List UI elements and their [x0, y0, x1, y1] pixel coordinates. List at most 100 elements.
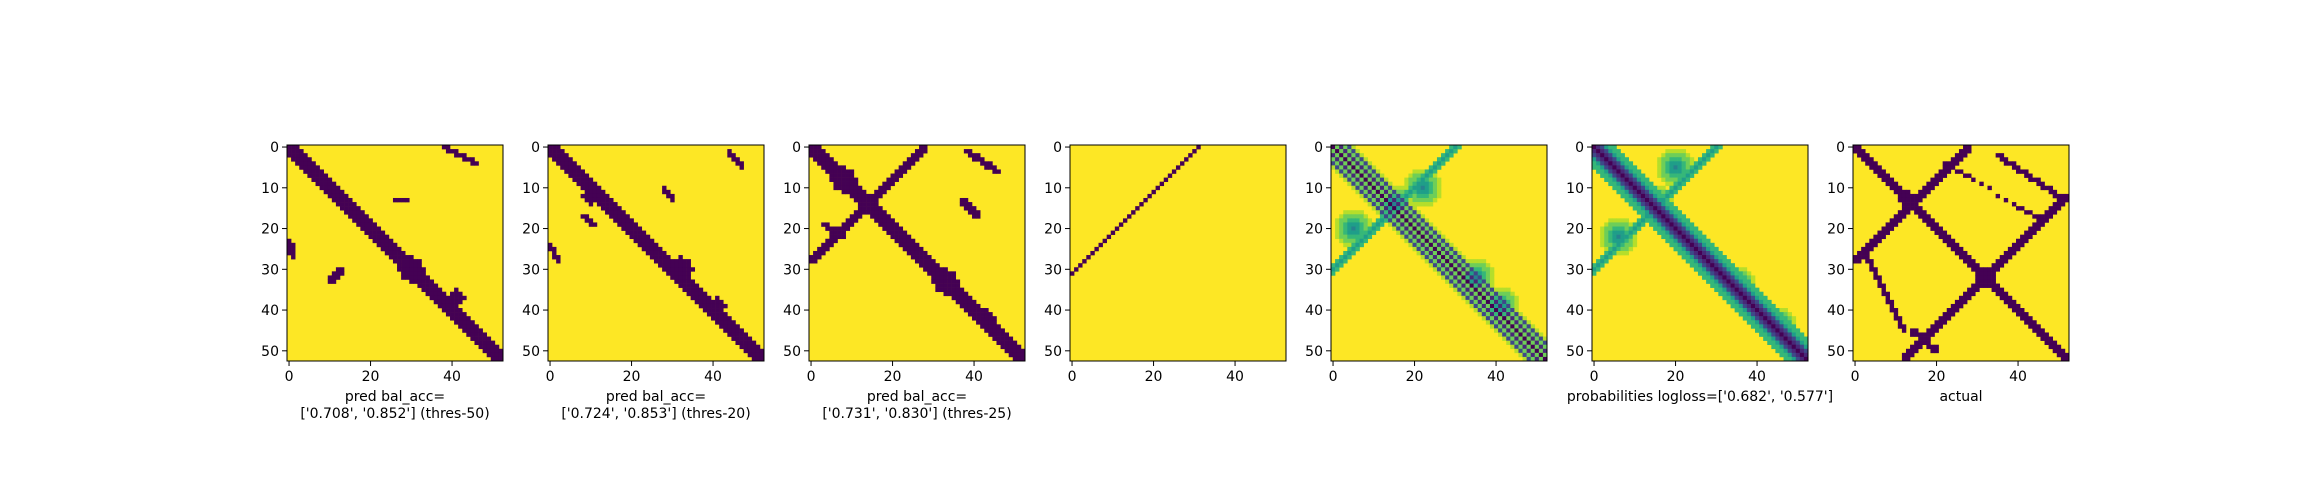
heatmap-cell	[1473, 291, 1479, 297]
heatmap-cell	[1608, 246, 1613, 252]
heatmap-cell	[898, 226, 904, 231]
heatmap-cell	[637, 238, 643, 244]
heatmap-cell	[972, 299, 977, 305]
heatmap-cell	[1359, 161, 1364, 166]
heatmap-cell	[1746, 316, 1752, 321]
heatmap-cell	[2040, 181, 2045, 187]
heatmap-cell	[1518, 324, 1523, 329]
heatmap-cell	[1693, 230, 1699, 235]
heatmap-cell	[919, 246, 924, 252]
heatmap-cell	[1628, 189, 1634, 195]
heatmap-cell	[723, 303, 728, 309]
heatmap-cell	[1685, 250, 1691, 256]
heatmap-cell	[1335, 267, 1340, 272]
heatmap-cell	[388, 246, 394, 252]
heatmap-cell	[890, 234, 895, 240]
heatmap-cell	[1542, 340, 1548, 345]
heatmap-cell	[1799, 348, 1805, 354]
heatmap-cell	[845, 173, 851, 178]
heatmap-cell	[670, 263, 675, 268]
heatmap-cell	[861, 206, 867, 211]
heatmap-cells	[548, 145, 765, 362]
heatmap-cell	[759, 348, 765, 354]
heatmap-cell	[1775, 332, 1780, 337]
heatmap-cell	[613, 214, 618, 219]
heatmap-cell	[959, 291, 965, 297]
heatmap-cell	[1795, 352, 1801, 358]
heatmap-cell	[1677, 153, 1682, 158]
heatmap-cell	[653, 242, 659, 248]
heatmap-cell	[1351, 250, 1356, 256]
heatmap-cell	[1412, 222, 1417, 227]
heatmap-cell	[1538, 356, 1544, 362]
heatmap-cell	[1412, 214, 1417, 219]
heatmap-cell	[1685, 246, 1691, 252]
heatmap-cell	[2016, 303, 2021, 309]
heatmap-cell	[1351, 185, 1356, 191]
heatmap-cell	[433, 295, 439, 301]
heatmap-cell	[2044, 340, 2049, 345]
heatmap-cell	[1718, 287, 1723, 293]
heatmap-cell	[1522, 348, 1527, 354]
heatmap-cell	[1918, 206, 1923, 211]
heatmap-cell	[833, 161, 838, 166]
heatmap-cell	[1004, 332, 1009, 337]
heatmap-cell	[686, 267, 691, 272]
heatmap-cell	[1331, 267, 1336, 272]
heatmap-cell	[935, 283, 940, 288]
heatmap-cell	[1873, 242, 1878, 248]
heatmap-cell	[1616, 153, 1621, 158]
heatmap-cell	[2064, 356, 2070, 362]
heatmap-cell	[1775, 316, 1780, 321]
heatmap-cell	[1702, 242, 1707, 248]
heatmap-cell	[923, 267, 928, 272]
heatmap-cell	[1661, 230, 1666, 235]
y-tick-label: 10	[1566, 181, 1584, 197]
heatmap-cell	[1620, 153, 1625, 158]
heatmap-cell	[1930, 181, 1935, 187]
heatmap-cell	[1347, 173, 1352, 178]
heatmap-cell	[1995, 153, 2001, 158]
heatmap-cell	[1404, 226, 1409, 231]
heatmap-cell	[552, 250, 557, 256]
heatmap-cell	[1616, 185, 1621, 191]
heatmap-cell	[1681, 153, 1687, 158]
heatmap-cell	[739, 340, 744, 345]
heatmap-cell	[1432, 193, 1438, 199]
heatmap-cell	[433, 299, 439, 305]
heatmap-cell	[490, 352, 496, 358]
heatmap-cell	[1791, 352, 1797, 358]
heatmap-cell	[405, 255, 410, 260]
heatmap-cell	[433, 287, 439, 293]
heatmap-cell	[445, 299, 451, 305]
heatmap-cell	[2040, 336, 2045, 341]
heatmap-cell	[1865, 259, 1870, 264]
heatmap-cell	[1746, 291, 1752, 297]
heatmap-cell	[1383, 185, 1389, 191]
heatmap-cell	[1400, 210, 1405, 215]
heatmap-cell	[866, 193, 871, 199]
heatmap-cell	[339, 271, 345, 276]
y-tick-label: 40	[1305, 303, 1323, 319]
heatmap-cell	[719, 316, 724, 321]
heatmap-cell	[1755, 324, 1760, 329]
heatmap-cell	[992, 332, 997, 337]
heatmap-cell	[894, 169, 899, 174]
heatmap-cell	[1636, 218, 1642, 223]
heatmap-cell	[1693, 246, 1699, 252]
heatmap-cell	[1681, 218, 1687, 223]
heatmap-cell	[1979, 271, 1984, 276]
heatmap-cell	[1767, 324, 1772, 329]
heatmap-cell	[1477, 279, 1483, 284]
heatmap-cell	[841, 189, 846, 195]
heatmap-cell	[600, 189, 606, 195]
heatmap-cell	[857, 189, 863, 195]
heatmap-cell	[1971, 283, 1976, 288]
heatmap-cell	[1669, 181, 1674, 187]
heatmap-cell	[947, 271, 952, 276]
heatmap-cell	[874, 214, 879, 219]
heatmap-cell	[1714, 250, 1719, 256]
heatmap-cell	[935, 267, 940, 272]
heatmap-cell	[1632, 242, 1638, 248]
